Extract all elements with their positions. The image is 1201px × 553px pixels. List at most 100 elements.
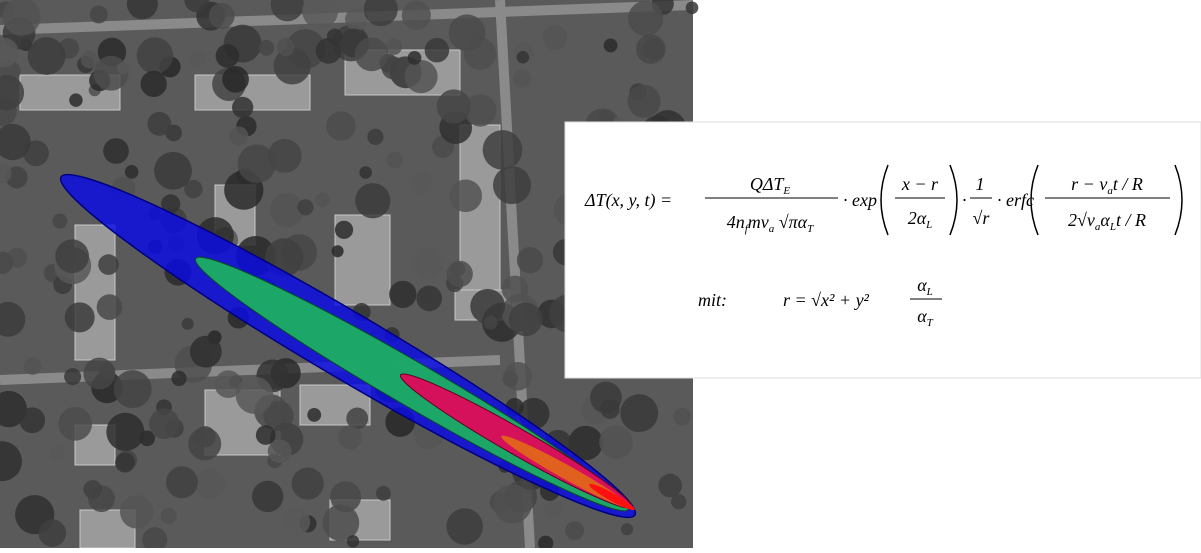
tree <box>686 1 699 14</box>
tree <box>425 38 450 63</box>
formula-text: mit: <box>698 290 727 310</box>
subscript: T <box>807 223 814 235</box>
tree <box>332 245 344 257</box>
tree <box>509 303 543 337</box>
tree <box>161 508 177 524</box>
tree <box>359 166 372 179</box>
tree <box>98 254 119 275</box>
formula-text: √r <box>973 208 991 228</box>
tree <box>188 427 221 460</box>
tree <box>69 93 82 106</box>
tree <box>141 71 167 97</box>
formula-part: QΔT <box>750 174 786 194</box>
tree <box>402 1 431 30</box>
tree <box>147 112 171 136</box>
tree <box>258 40 274 56</box>
tree <box>347 535 359 547</box>
formula-part: ΔT(x, y, t) = <box>584 190 672 211</box>
tree <box>149 408 180 439</box>
tree <box>449 179 482 212</box>
tree <box>628 1 663 36</box>
tree <box>125 165 139 179</box>
formula-part: √r <box>973 208 991 228</box>
subscript: L <box>1109 221 1116 233</box>
tree <box>222 66 249 93</box>
tree <box>599 425 632 458</box>
tree <box>117 62 129 74</box>
formula-text: 1 <box>976 174 985 194</box>
formula-part: · <box>962 190 967 210</box>
tree <box>39 519 67 547</box>
formula-box <box>565 122 1201 378</box>
formula-part: mit: <box>698 290 727 310</box>
tree <box>405 60 438 93</box>
tree <box>621 523 633 535</box>
tree <box>209 3 235 29</box>
tree <box>484 316 498 330</box>
tree <box>671 494 686 509</box>
tree <box>604 38 618 52</box>
tree <box>252 481 283 512</box>
tree <box>81 51 99 69</box>
tree <box>195 469 226 500</box>
tree <box>83 480 102 499</box>
formula-text: r − vat / R <box>1071 174 1143 197</box>
tree <box>493 485 532 524</box>
tree <box>97 294 123 320</box>
formula-text: 2√vaαLt / R <box>1068 210 1146 233</box>
formula-part: r = √x² + y² <box>783 290 870 310</box>
tree <box>636 34 666 64</box>
tree <box>232 97 253 118</box>
formula-part: r − v <box>1071 174 1107 194</box>
page: ΔT(x, y, t) =QΔTE4nfmva √παT· expx − r2α… <box>0 0 1201 548</box>
tree <box>367 129 383 145</box>
tree <box>106 413 144 451</box>
tree <box>292 467 324 499</box>
formula-part: t / R <box>1113 174 1143 194</box>
tree <box>19 407 45 433</box>
tree <box>114 370 152 408</box>
tree <box>137 37 173 73</box>
formula-text: x − r <box>901 174 939 194</box>
tree <box>190 51 206 67</box>
formula-part: mv <box>748 212 769 232</box>
tree <box>190 336 222 368</box>
formula-text: ΔT(x, y, t) = <box>584 190 672 211</box>
tree <box>408 51 422 65</box>
formula-part: 4n <box>727 212 745 232</box>
tree <box>483 130 523 170</box>
formula-part: 2√v <box>1068 210 1095 230</box>
formula-text: · exp <box>843 190 877 210</box>
tree <box>517 247 543 273</box>
formula-part: 1 <box>976 174 985 194</box>
tree <box>64 368 81 385</box>
subscript: E <box>782 185 790 197</box>
formula-text: r = √x² + y² <box>783 290 870 310</box>
tree <box>51 446 65 460</box>
tree <box>277 38 295 56</box>
tree <box>376 486 391 501</box>
tree <box>58 407 92 441</box>
tree <box>282 508 310 536</box>
tree <box>315 193 329 207</box>
tree <box>355 183 390 218</box>
tree <box>327 29 342 44</box>
tree <box>55 239 89 273</box>
tree <box>52 214 67 229</box>
tree <box>389 281 416 308</box>
tree <box>544 501 562 519</box>
tree <box>355 37 389 71</box>
tree <box>335 221 353 239</box>
tree <box>115 453 135 473</box>
tree <box>65 302 95 332</box>
formula-part: x − r <box>901 174 939 194</box>
tree <box>449 14 486 51</box>
tree <box>416 286 442 312</box>
tree <box>565 521 584 540</box>
tree <box>326 111 356 141</box>
tree <box>600 400 619 419</box>
subscript: L <box>925 219 932 231</box>
formula-part: 2α <box>908 208 927 228</box>
formula-part: t / R <box>1116 210 1146 230</box>
tree <box>103 138 129 164</box>
